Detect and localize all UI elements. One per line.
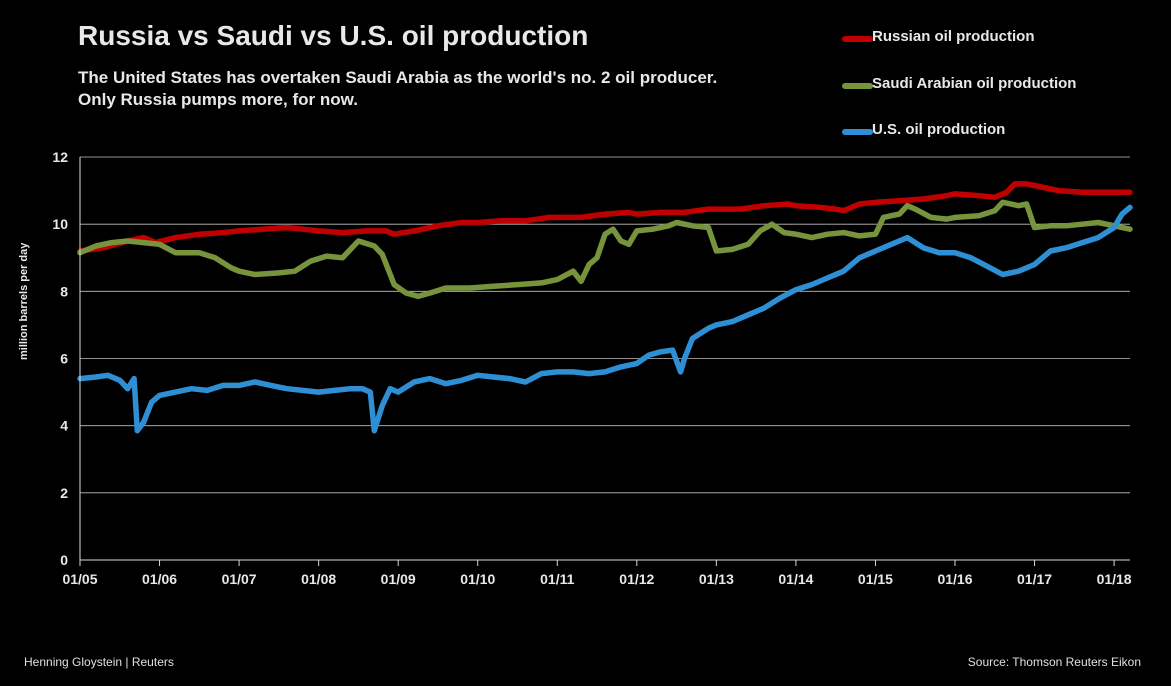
y-tick-label-10: 10 [52,216,68,232]
series-lines [77,181,1133,434]
x-tick-label-01/17: 01/17 [1017,571,1052,587]
legend-label-russia: Russian oil production [872,28,1035,45]
y-tick-label-4: 4 [60,418,68,434]
y-tick-label-12: 12 [52,149,68,165]
x-tick-label-01/09: 01/09 [381,571,416,587]
x-tick-label-01/07: 01/07 [222,571,257,587]
author-credit: Henning Gloystein | Reuters [24,655,174,669]
gridlines [80,156,1130,494]
x-tick-label-01/13: 01/13 [699,571,734,587]
y-tick-label-2: 2 [60,485,68,501]
x-tick-label-01/06: 01/06 [142,571,177,587]
y-tick-label-6: 6 [60,351,68,367]
y-tick-label-8: 8 [60,283,68,299]
series-line-russia [77,181,1133,254]
x-tick-label-01/05: 01/05 [62,571,97,587]
y-tick-label-0: 0 [60,552,68,568]
x-tick-label-01/11: 01/11 [540,571,574,587]
series-line-saudi [77,199,1133,300]
axes: 0 2 4 6 8 10 12 01/05 01/06 01/07 01/08 01/09 01/10 0… [52,149,1131,587]
chart-title: Russia vs Saudi vs U.S. oil production [78,20,589,51]
x-tick-label-01/18: 01/18 [1097,571,1132,587]
x-tick-label-01/10: 01/10 [460,571,495,587]
x-tick-label-01/08: 01/08 [301,571,336,587]
series-line-us [77,204,1133,434]
legend-swatch-russia [842,36,873,42]
legend-label-us: U.S. oil production [872,121,1006,138]
x-tick-label-01/14: 01/14 [778,571,813,587]
chart-subtitle: The United States has overtaken Saudi Ar… [78,67,818,111]
subtitle-line-2: Only Russia pumps more, for now. [78,90,358,109]
source-note: Source: Thomson Reuters Eikon [967,655,1141,669]
x-tick-label-01/16: 01/16 [937,571,972,587]
legend-label-saudi: Saudi Arabian oil production [872,75,1077,92]
x-tick-label-01/15: 01/15 [858,571,893,587]
legend-swatch-us [842,129,873,135]
x-tick-label-01/12: 01/12 [619,571,654,587]
subtitle-line-1: The United States has overtaken Saudi Ar… [78,68,718,87]
legend-swatch-saudi [842,83,873,89]
